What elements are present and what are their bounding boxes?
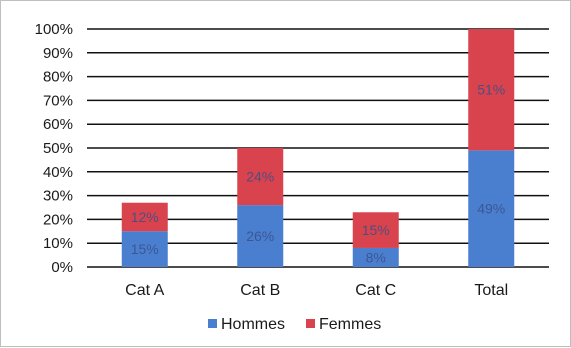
bar-segment [468, 29, 515, 151]
data-label: 12% [131, 209, 159, 225]
y-tick-label: 50% [43, 140, 73, 157]
data-labels: 15% 12% 26% 24% 8% 15% 49% 51% [131, 82, 506, 266]
legend: Hommes Femmes [208, 316, 381, 333]
bars [121, 29, 515, 267]
y-tick-label: 100% [35, 21, 73, 38]
x-category-label: Cat B [240, 282, 280, 299]
y-tick-label: 10% [43, 235, 73, 252]
bar-segment [121, 231, 168, 267]
y-tick-label: 20% [43, 211, 73, 228]
bar-segment [121, 202, 168, 232]
data-label: 24% [246, 169, 274, 185]
bar-segment [237, 205, 284, 267]
x-category-label: Cat A [125, 282, 164, 299]
y-tick-label: 70% [43, 92, 73, 109]
bar-segment [237, 148, 284, 206]
legend-swatch [208, 319, 217, 328]
y-tick-label: 60% [43, 116, 73, 133]
legend-label: Hommes [221, 316, 285, 333]
y-tick-label: 40% [43, 164, 73, 181]
legend-label: Femmes [319, 316, 381, 333]
y-tick-label: 80% [43, 69, 73, 86]
legend-swatch [306, 319, 315, 328]
data-label: 51% [477, 82, 505, 98]
x-category-label: Cat C [355, 282, 396, 299]
bar-segment [468, 150, 515, 267]
data-label: 8% [366, 249, 386, 265]
data-label: 15% [131, 241, 159, 257]
y-tick-label: 90% [43, 45, 73, 62]
data-label: 15% [362, 222, 390, 238]
x-category-label: Total [474, 282, 508, 299]
bar-segment [352, 247, 399, 267]
y-tick-label: 30% [43, 188, 73, 205]
y-axis-ticks: 0% 10% 20% 30% 40% 50% 60% 70% 80% 90% 100% [35, 21, 73, 276]
data-label: 26% [246, 228, 274, 244]
x-axis-categories: Cat A Cat B Cat C Total [125, 282, 508, 299]
y-tick-label: 0% [51, 259, 73, 276]
bar-segment [352, 212, 399, 248]
data-label: 49% [477, 201, 505, 217]
